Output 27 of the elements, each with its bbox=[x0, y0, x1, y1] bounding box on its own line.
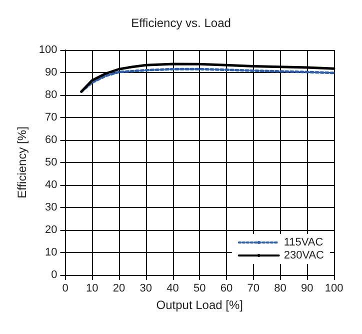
y-tick-label: 30 bbox=[45, 202, 58, 214]
chart-title: Efficiency vs. Load bbox=[131, 16, 231, 30]
x-tick-label: 40 bbox=[166, 282, 179, 294]
y-axis-title: Efficiency [%] bbox=[15, 126, 29, 198]
y-tick-label: 10 bbox=[45, 246, 58, 258]
y-tick-label: 0 bbox=[51, 269, 58, 281]
x-tick-label: 90 bbox=[301, 282, 314, 294]
y-tick-label: 40 bbox=[45, 179, 58, 191]
x-tick-label: 0 bbox=[62, 282, 68, 294]
x-tick-label: 30 bbox=[140, 282, 152, 294]
x-tick-label: 20 bbox=[112, 282, 126, 294]
y-tick-label: 50 bbox=[45, 156, 58, 168]
x-tick-label: 10 bbox=[86, 282, 98, 294]
y-tick-label: 20 bbox=[45, 224, 58, 236]
legend-label: 230VAC bbox=[284, 250, 324, 262]
x-tick-label: 50 bbox=[194, 282, 206, 294]
y-tick-label: 90 bbox=[45, 66, 58, 78]
x-tick-label: 60 bbox=[220, 282, 233, 294]
x-axis-title: Output Load [%] bbox=[156, 298, 243, 312]
y-tick-label: 70 bbox=[45, 112, 58, 124]
y-tick-label: 60 bbox=[45, 134, 58, 146]
y-tick-label: 100 bbox=[38, 44, 58, 56]
legend-label: 115VAC bbox=[284, 236, 324, 248]
x-tick-label: 70 bbox=[247, 282, 260, 294]
x-tick-label: 80 bbox=[274, 282, 286, 294]
x-tick-label: 100 bbox=[324, 282, 344, 294]
y-tick-label: 80 bbox=[45, 89, 58, 101]
